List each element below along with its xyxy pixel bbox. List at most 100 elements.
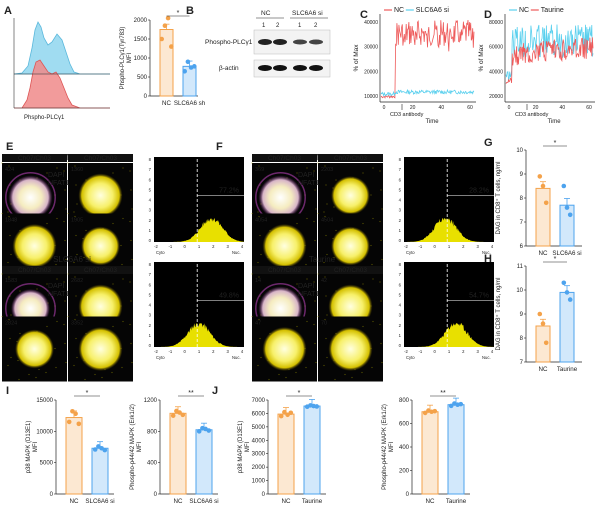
noise-speck	[54, 347, 56, 350]
y-tick-label: 10000	[364, 94, 378, 100]
histogram-red-trace	[14, 59, 110, 109]
data-point	[76, 421, 82, 427]
y-axis-label: Phospho-p44/42 MAPK (Erk1/2)	[130, 404, 136, 490]
x-tick-label: 40	[560, 105, 566, 111]
y-tick-label: 1200	[144, 398, 158, 404]
noise-speck	[74, 165, 76, 167]
noise-speck	[278, 373, 280, 376]
cell-id: 3352	[71, 321, 83, 327]
noise-speck	[63, 281, 65, 283]
noise-speck	[75, 234, 77, 237]
gate-percentage: 54.7%	[469, 293, 489, 300]
data-point	[564, 205, 570, 210]
noise-speck	[112, 283, 114, 285]
panel-letter-d: D	[484, 9, 492, 21]
y-axis-label: Phspho-PLCγ1(Tyr783)	[120, 27, 126, 90]
data-point	[66, 419, 72, 425]
axis-label-nuc: Nuc.	[232, 355, 241, 360]
y-tick-label: 3	[149, 313, 152, 318]
noise-speck	[372, 217, 374, 220]
y-tick-label: 8	[520, 336, 524, 342]
noise-speck	[121, 366, 123, 369]
axis-label-nuc: Nuc.	[482, 355, 491, 360]
channel-header: Ch07/Ch03	[268, 155, 301, 162]
noise-speck	[314, 189, 316, 191]
noise-speck	[75, 295, 77, 297]
noise-speck	[122, 278, 124, 280]
category-label: SLC6A6 si	[552, 250, 581, 257]
panel-title-bottom: SLC6A6 si	[53, 255, 91, 264]
noise-speck	[46, 222, 48, 225]
x-tick-label: 0	[183, 244, 186, 249]
noise-speck	[122, 320, 124, 323]
cell-id: 4504	[321, 218, 333, 224]
x-tick-label: -1	[168, 349, 172, 354]
y-tick-label: 2000	[134, 18, 148, 24]
data-point	[159, 36, 164, 42]
noise-speck	[381, 258, 383, 261]
noise-speck	[260, 253, 262, 256]
noise-speck	[379, 323, 381, 326]
y-tick-label: 4	[149, 198, 152, 203]
noise-speck	[8, 276, 10, 278]
bar-0	[421, 411, 439, 495]
noise-speck	[64, 342, 66, 345]
bar-0	[65, 417, 83, 495]
noise-speck	[259, 337, 261, 340]
x-tick-label: 0	[508, 105, 511, 111]
noise-speck	[268, 378, 270, 381]
histogram-fill	[154, 323, 244, 347]
noise-speck	[76, 356, 78, 359]
noise-speck	[296, 283, 298, 285]
noise-speck	[67, 212, 69, 215]
data-point	[182, 69, 187, 74]
x-tick-label: -1	[418, 244, 422, 249]
blot-membrane-bottom	[253, 59, 331, 78]
noise-speck	[371, 263, 373, 266]
x-tick-label: 4	[491, 349, 494, 354]
legend-label: NC	[394, 7, 404, 14]
noise-speck	[83, 256, 85, 259]
y-axis-label: % of Max	[353, 44, 360, 72]
noise-speck	[36, 288, 38, 290]
y-tick-label: 10000	[36, 429, 53, 435]
axis-label-nuc: Nuc.	[232, 250, 241, 255]
noise-speck	[8, 215, 10, 218]
cell	[78, 326, 123, 372]
y-tick-label: 4	[399, 198, 402, 203]
noise-speck	[315, 258, 317, 261]
data-point	[92, 447, 98, 452]
noise-speck	[325, 295, 327, 297]
y-axis-label-unit: MFI	[137, 442, 143, 453]
x-tick-label: -1	[418, 349, 422, 354]
y-tick-label: 0	[399, 343, 402, 348]
noise-speck	[76, 203, 78, 205]
x-tick-label: 40	[439, 105, 445, 111]
data-point	[314, 404, 320, 409]
cell-id: 4054	[255, 218, 267, 224]
nfat-label: NFAT1	[48, 180, 69, 187]
noise-speck	[317, 315, 319, 318]
y-tick-label: 400	[399, 445, 410, 451]
noise-speck	[1, 162, 3, 164]
noise-speck	[1, 315, 3, 318]
channel-header: Ch07/Ch03	[18, 267, 51, 274]
nfat-label: NFAT1	[298, 180, 319, 187]
data-point	[540, 183, 546, 189]
noise-speck	[324, 276, 326, 278]
noise-speck	[9, 234, 11, 237]
cell	[78, 173, 123, 218]
panel-f-imaging: NCCh07/Ch03Ch07/Ch03369220340544504DAPIN…	[251, 153, 494, 382]
arrow-label: CD3 antibody	[390, 112, 424, 118]
cell	[81, 226, 120, 266]
panel-a-bar-chart: 2000 1500 1000 500 0 NC SLC6A6 sh * Phspho-PLCγ1…	[120, 10, 206, 107]
data-point	[448, 403, 454, 409]
y-tick-label: 600	[399, 422, 410, 428]
cell	[262, 223, 307, 269]
bar-1	[91, 447, 109, 495]
noise-speck	[85, 229, 87, 232]
noise-speck	[73, 364, 75, 367]
y-tick-label: 0	[399, 238, 402, 243]
